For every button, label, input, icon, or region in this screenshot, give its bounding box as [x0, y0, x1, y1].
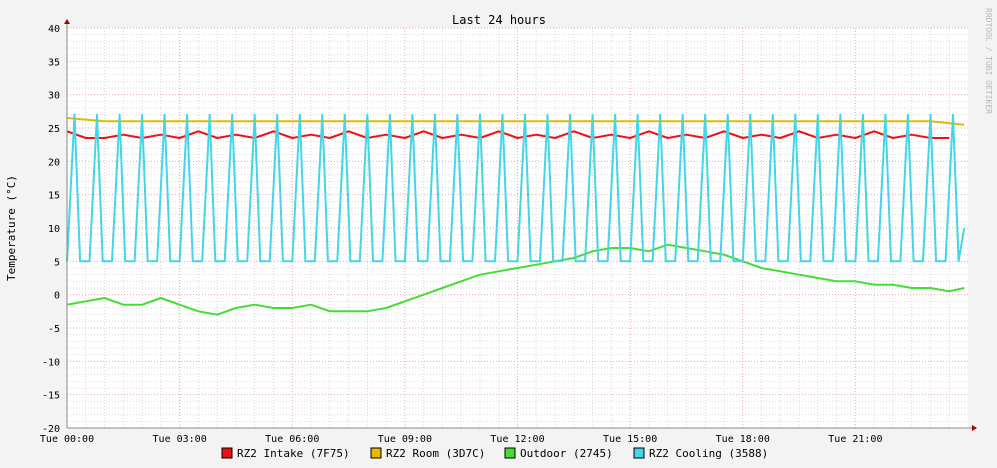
legend-swatch: [504, 447, 516, 459]
x-tick-label: Tue 09:00: [378, 434, 432, 445]
legend-swatch: [370, 447, 382, 459]
x-tick-label: Tue 15:00: [603, 434, 657, 445]
x-tick-label: Tue 00:00: [40, 434, 94, 445]
y-axis-label: Temperature (°C): [5, 175, 18, 281]
y-tick-label: -15: [42, 391, 60, 402]
legend-label: Outdoor (2745): [520, 447, 613, 460]
y-tick-label: 40: [48, 24, 60, 35]
x-tick-label: Tue 06:00: [265, 434, 319, 445]
x-axis-arrow: [972, 425, 977, 431]
y-tick-label: -20: [42, 424, 60, 435]
legend-label: RZ2 Cooling (3588): [649, 447, 768, 460]
y-axis-arrow: [64, 19, 70, 24]
y-tick-label: 0: [54, 291, 60, 302]
y-tick-label: 15: [48, 191, 60, 202]
chart-title: Last 24 hours: [452, 13, 546, 27]
y-tick-label: 25: [48, 124, 60, 135]
x-tick-label: Tue 12:00: [490, 434, 544, 445]
minor-grid: [67, 28, 968, 428]
y-tick-label: -10: [42, 357, 60, 368]
rrdtool-watermark: RRDTOOL / TOBI OETIKER: [984, 8, 993, 114]
legend-label: RZ2 Intake (7F75): [237, 447, 350, 460]
axes: [64, 19, 977, 431]
legend: RZ2 Intake (7F75) RZ2 Room (3D7C) Outdoor …: [221, 447, 768, 460]
y-tick-labels: 40 35 30 25 20 15 10 5 0 -5 -10 -15 -20: [42, 24, 60, 435]
y-tick-label: 20: [48, 157, 60, 168]
x-tick-label: Tue 03:00: [153, 434, 207, 445]
legend-swatch: [221, 447, 233, 459]
series-line: [66, 243, 965, 316]
series-line: [66, 113, 966, 263]
series-layer: [66, 113, 966, 316]
y-tick-label: 10: [48, 224, 60, 235]
x-tick-label: Tue 18:00: [716, 434, 770, 445]
y-tick-label: 30: [48, 91, 60, 102]
x-tick-label: Tue 21:00: [828, 434, 882, 445]
x-tick-labels: Tue 00:00 Tue 03:00 Tue 06:00 Tue 09:00 Tue …: [40, 434, 883, 445]
legend-label: RZ2 Room (3D7C): [386, 447, 485, 460]
y-tick-label: 35: [48, 57, 60, 68]
y-tick-label: -5: [48, 324, 60, 335]
series-line: [66, 130, 950, 139]
y-tick-label: 5: [54, 257, 60, 268]
legend-swatch: [633, 447, 645, 459]
